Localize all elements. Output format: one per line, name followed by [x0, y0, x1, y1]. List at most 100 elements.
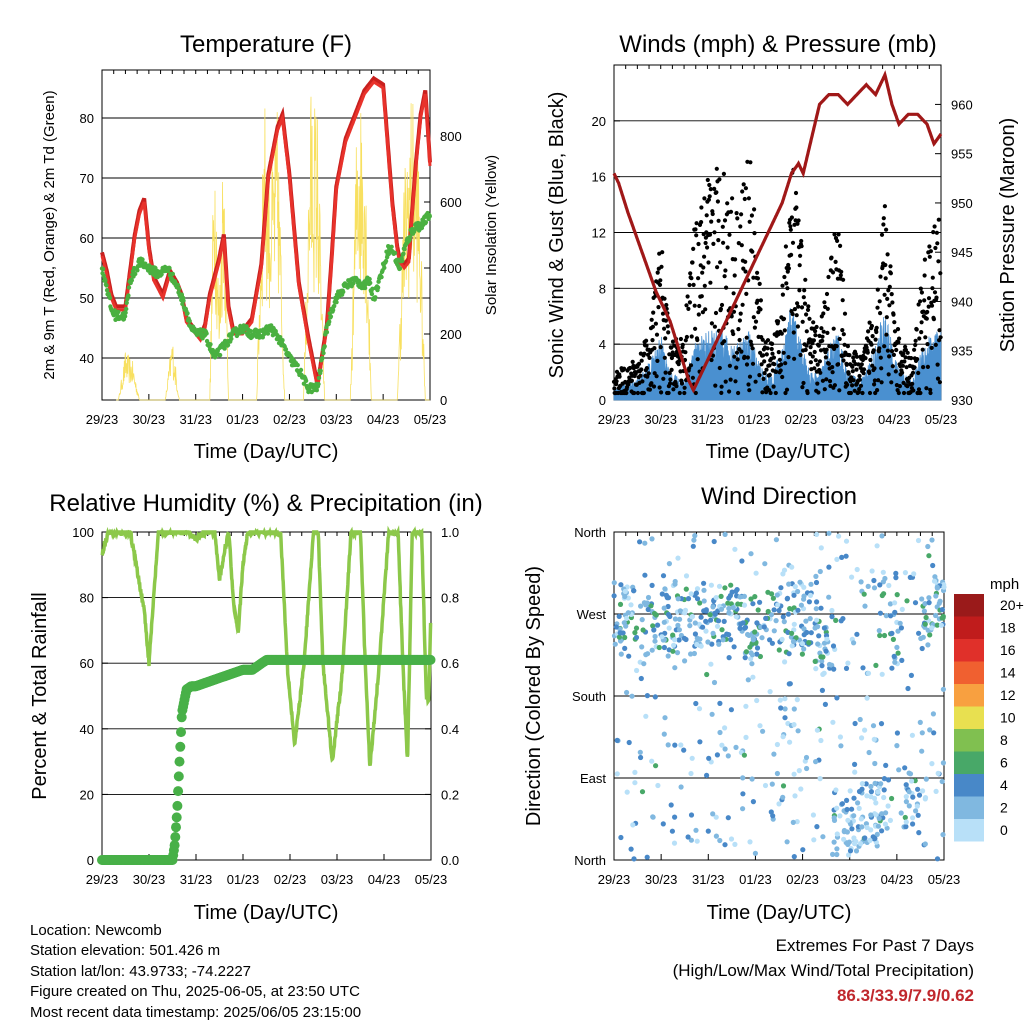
direction-point — [834, 556, 840, 563]
dewpoint-point — [175, 282, 181, 288]
direction-point — [709, 711, 715, 717]
gust-point — [929, 303, 935, 308]
direction-point — [929, 625, 935, 631]
direction-point — [712, 610, 718, 616]
gust-point — [644, 366, 650, 371]
legend-label: 16 — [1000, 642, 1016, 658]
gust-point — [795, 324, 801, 329]
humidity-y2tick-label: 0.8 — [441, 591, 459, 606]
gust-point — [884, 332, 889, 337]
gust-point — [770, 351, 775, 356]
gust-point — [695, 337, 700, 343]
direction-point — [652, 694, 658, 700]
gust-point — [804, 329, 809, 334]
gust-point — [682, 390, 687, 396]
direction-point — [672, 742, 678, 748]
direction-point — [867, 837, 873, 844]
direction-point — [719, 742, 725, 748]
gust-point — [928, 390, 933, 396]
direction-point — [903, 794, 909, 800]
humidity-y2tick-label: 0.0 — [441, 853, 459, 868]
direction-point — [859, 735, 865, 741]
direction-point — [726, 610, 732, 616]
direction-point — [748, 596, 754, 602]
direction-point — [753, 570, 759, 576]
gust-point — [731, 331, 736, 337]
direction-point — [816, 633, 822, 639]
humidity-xtick-label: 03/23 — [321, 872, 354, 887]
direction-point — [624, 615, 630, 622]
gust-point — [672, 343, 677, 348]
direction-point — [778, 585, 784, 591]
gust-point — [885, 296, 890, 301]
direction-point — [871, 577, 877, 584]
direction-point — [639, 617, 645, 623]
dewpoint-point — [170, 271, 175, 277]
gust-point — [832, 232, 837, 237]
dewpoint-point — [320, 355, 325, 361]
direction-point — [903, 824, 909, 830]
direction-point — [659, 591, 665, 597]
direction-point — [873, 800, 879, 806]
gust-point — [751, 275, 756, 280]
direction-point — [926, 595, 932, 601]
gust-point — [781, 316, 787, 321]
gust-point — [716, 238, 721, 243]
gust-point — [707, 194, 712, 199]
gust-point — [850, 369, 855, 374]
gust-point — [639, 367, 644, 372]
direction-point — [786, 581, 792, 587]
direction-point — [852, 769, 858, 775]
gust-point — [632, 390, 637, 396]
gust-point — [796, 218, 801, 223]
gust-point — [842, 342, 847, 347]
direction-point — [916, 630, 922, 636]
direction-point — [655, 622, 661, 628]
direction-point — [637, 749, 643, 755]
gust-point — [671, 387, 676, 392]
gust-point — [912, 347, 917, 352]
direction-point — [639, 789, 646, 795]
gust-point — [696, 312, 701, 317]
direction-point — [687, 623, 693, 629]
direction-point — [864, 793, 870, 799]
direction-point — [845, 660, 851, 666]
winds-ytick-label: 20 — [592, 114, 606, 129]
direction-point — [799, 641, 806, 647]
gust-point — [875, 388, 880, 393]
gust-point — [868, 357, 873, 363]
direction-point — [837, 813, 843, 819]
direction-point — [709, 641, 715, 647]
direction-point — [853, 848, 860, 854]
direction-point — [878, 781, 884, 787]
gust-point — [820, 338, 825, 343]
direction-point — [895, 650, 901, 656]
direction-point — [898, 625, 905, 631]
direction-point — [670, 632, 676, 638]
gust-point — [777, 357, 783, 362]
direction-point — [871, 585, 878, 591]
gust-point — [719, 384, 724, 389]
gust-point — [655, 358, 660, 363]
gust-point — [931, 230, 936, 235]
direction-point — [798, 786, 804, 792]
direction-point — [834, 805, 840, 811]
direction-point — [776, 801, 782, 807]
direction-point — [718, 606, 725, 612]
gust-point — [663, 370, 668, 375]
gust-point — [799, 305, 805, 310]
gust-point — [780, 374, 785, 380]
humidity-ytick-label: 100 — [72, 525, 94, 540]
direction-point — [813, 579, 820, 586]
direction-point — [864, 695, 870, 701]
direction-point — [740, 775, 746, 781]
direction-point — [675, 596, 681, 602]
gust-point — [878, 274, 883, 279]
direction-point — [862, 603, 868, 609]
gust-point — [873, 337, 878, 342]
direction-point — [914, 803, 920, 809]
direction-point — [672, 665, 678, 671]
dewpoint-point — [135, 268, 140, 273]
gust-point — [884, 227, 889, 232]
gust-point — [889, 380, 894, 385]
